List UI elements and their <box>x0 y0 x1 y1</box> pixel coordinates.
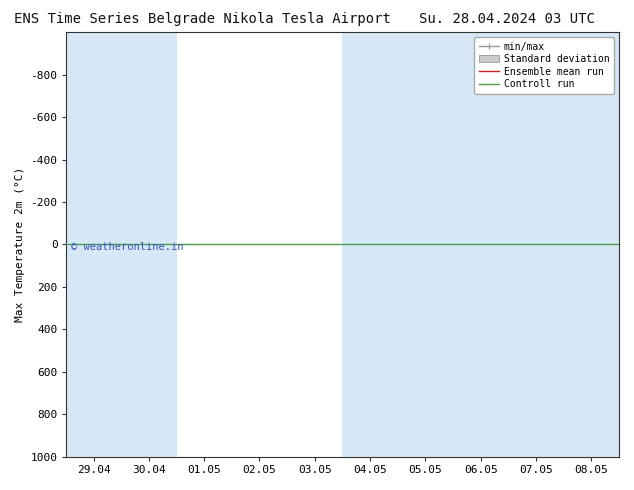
Bar <box>453 32 508 457</box>
Bar <box>508 32 564 457</box>
Legend: min/max, Standard deviation, Ensemble mean run, Controll run: min/max, Standard deviation, Ensemble me… <box>474 37 614 94</box>
Bar <box>564 32 619 457</box>
Y-axis label: Max Temperature 2m (°C): Max Temperature 2m (°C) <box>15 167 25 322</box>
Bar <box>342 32 398 457</box>
Bar <box>398 32 453 457</box>
Bar <box>121 32 176 457</box>
Text: Su. 28.04.2024 03 UTC: Su. 28.04.2024 03 UTC <box>419 12 595 26</box>
Bar <box>66 32 121 457</box>
Text: ENS Time Series Belgrade Nikola Tesla Airport: ENS Time Series Belgrade Nikola Tesla Ai… <box>15 12 391 26</box>
Text: © weatheronline.in: © weatheronline.in <box>72 242 184 252</box>
